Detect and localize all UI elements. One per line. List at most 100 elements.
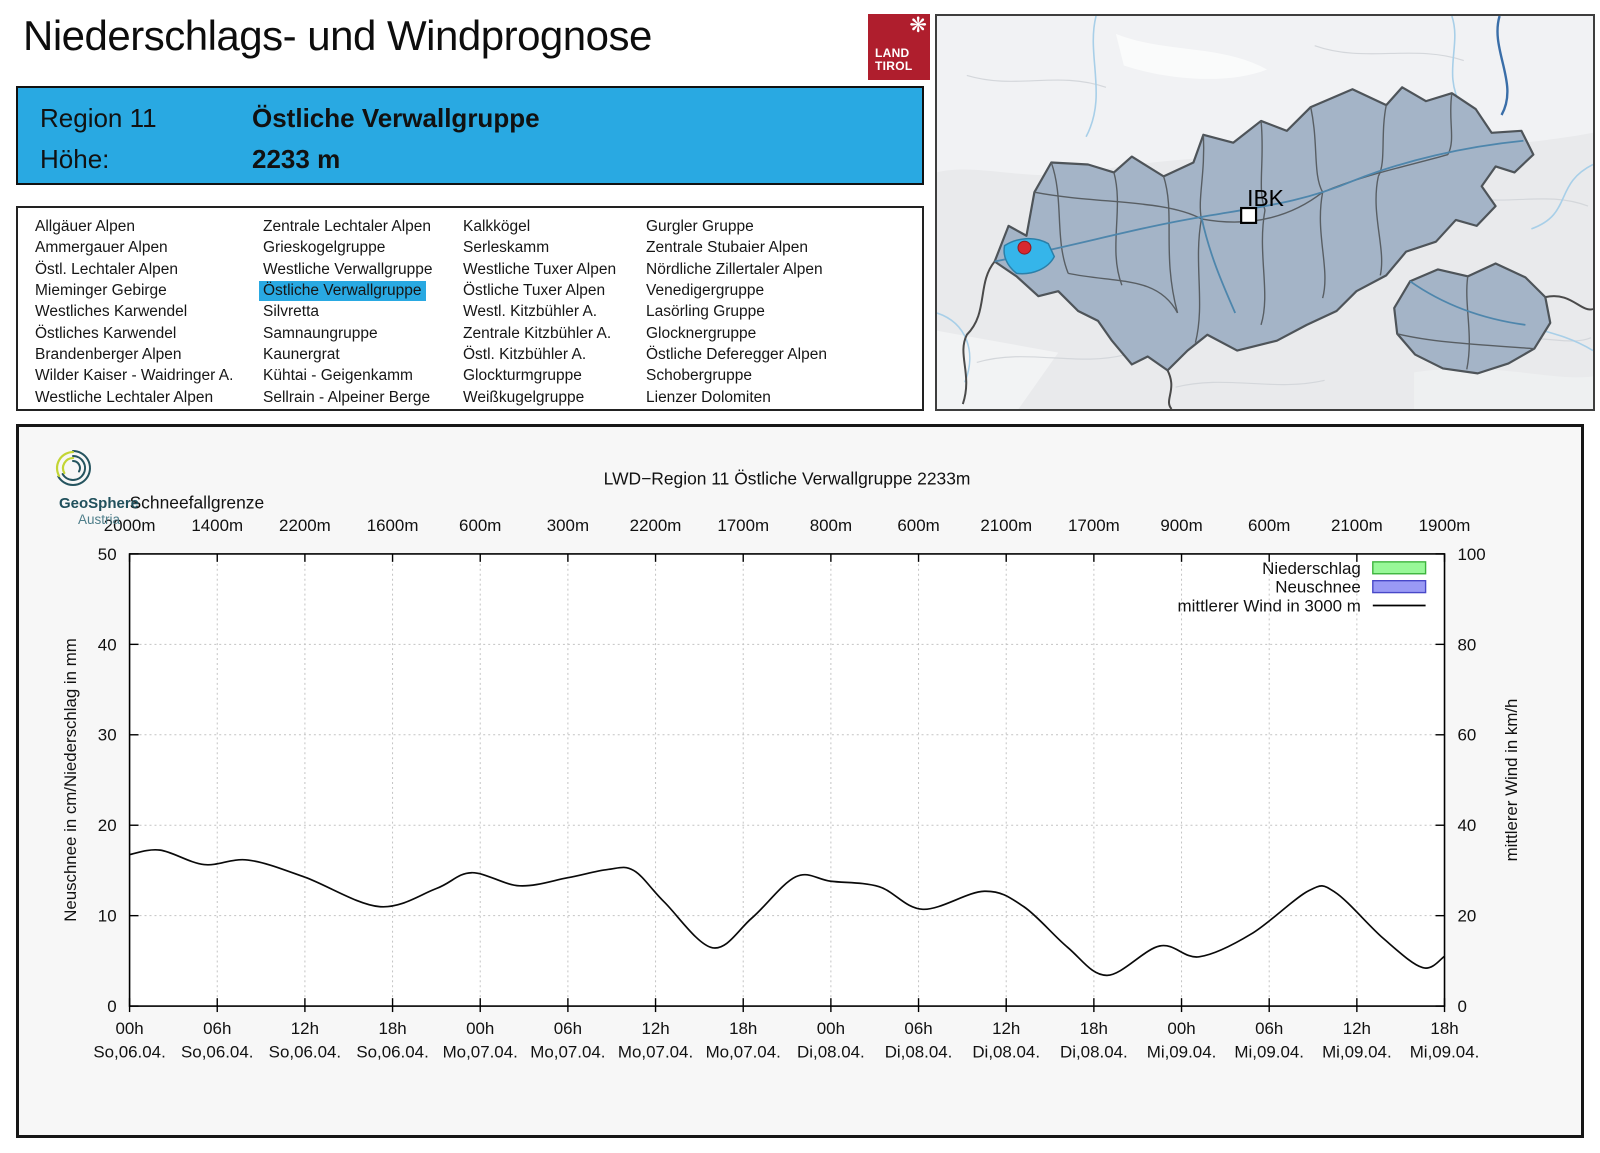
region-list-item[interactable]: Lasörling Gruppe <box>646 302 827 323</box>
region-list-item[interactable]: Brandenberger Alpen <box>35 345 263 366</box>
region-list-item[interactable]: Nördliche Zillertaler Alpen <box>646 260 827 281</box>
geosphere-logo: GeoSphere Austria <box>46 441 152 527</box>
x-tick-hour: 12h <box>291 1019 319 1038</box>
x-tick-hour: 06h <box>203 1019 231 1038</box>
map-national-border <box>961 260 1593 409</box>
region-item-label: Samnaungruppe <box>263 324 378 342</box>
region-list-item[interactable]: Westliche Tuxer Alpen <box>463 260 646 281</box>
region-item-label: Glocknergruppe <box>646 324 757 342</box>
region-list-item[interactable]: Samnaungruppe <box>263 324 463 345</box>
region-item-label: Nördliche Zillertaler Alpen <box>646 260 823 278</box>
region-header-row1: Region 11 Östliche Verwallgruppe <box>40 98 922 139</box>
x-tick-hour: 00h <box>466 1019 494 1038</box>
x-tick-date: Di,08.04. <box>885 1043 953 1062</box>
region-list-column: Allgäuer Alpen Ammergauer Alpen Östl. Lech… <box>35 217 263 409</box>
region-list-item[interactable]: Grieskogelgruppe <box>263 238 463 259</box>
region-list-item[interactable]: Zentrale Lechtaler Alpen <box>263 217 463 238</box>
region-list-item[interactable]: Westliches Karwendel <box>35 302 263 323</box>
region-list-item[interactable]: Wilder Kaiser - Waidringer A. <box>35 366 263 387</box>
x-tick-hour: 06h <box>554 1019 582 1038</box>
map-river-inn-north <box>1496 16 1509 116</box>
region-list-item[interactable]: Glocknergruppe <box>646 324 827 345</box>
region-list-item[interactable]: Östliche Deferegger Alpen <box>646 345 827 366</box>
region-item-label: Westliche Verwallgruppe <box>263 260 433 278</box>
legend-swatch <box>1372 580 1427 594</box>
x-tick-date: Mo,07.04. <box>530 1043 605 1062</box>
region-list-item[interactable]: Venedigergruppe <box>646 281 827 302</box>
snowline-label: 600m <box>459 516 501 535</box>
y-tick-left: 0 <box>107 997 116 1016</box>
x-tick-hour: 12h <box>992 1019 1020 1038</box>
legend-label: Niederschlag <box>1262 559 1361 578</box>
tirol-overview-map[interactable]: IBK <box>935 14 1595 411</box>
snowline-label: 2100m <box>1331 516 1383 535</box>
region-item-label: Lienzer Dolomiten <box>646 388 771 406</box>
region-list-column: Gurgler Gruppe Zentrale Stubaier Alpen Nör… <box>646 217 827 409</box>
region-list-item[interactable]: Ammergauer Alpen <box>35 238 263 259</box>
region-list-item[interactable]: Westliche Verwallgruppe <box>263 260 463 281</box>
snowline-label: 1900m <box>1419 516 1471 535</box>
y-tick-left: 20 <box>98 816 117 835</box>
region-list-item[interactable]: Silvretta <box>263 302 463 323</box>
snowline-label: 2000m <box>104 516 156 535</box>
tirol-logo-line1: LAND <box>875 46 910 60</box>
x-tick-hour: 00h <box>115 1019 143 1038</box>
map-terrain-patch <box>1414 368 1593 409</box>
y-tick-right: 100 <box>1457 545 1485 564</box>
region-list-item[interactable]: Weißkugelgruppe <box>463 388 646 409</box>
region-item-label: Sellrain - Alpeiner Berge <box>263 388 431 406</box>
region-item-label: Kalkkögel <box>463 218 531 235</box>
region-list-item[interactable]: Lienzer Dolomiten <box>646 388 827 409</box>
region-item-label: Serleskamm <box>463 239 550 257</box>
region-list-item[interactable]: Östl. Lechtaler Alpen <box>35 260 263 281</box>
selected-region-marker <box>1017 240 1032 255</box>
x-tick-hour: 06h <box>1255 1019 1283 1038</box>
x-tick-hour: 18h <box>1430 1019 1458 1038</box>
region-item-label: Brandenberger Alpen <box>35 345 182 363</box>
region-list-item[interactable]: Mieminger Gebirge <box>35 281 263 302</box>
tirol-logo-line2: TIROL <box>875 59 913 73</box>
geosphere-swirl-icon <box>55 450 91 486</box>
region-list-item[interactable]: Allgäuer Alpen <box>35 217 263 238</box>
region-item-label: Zentrale Kitzbühler A. <box>463 324 612 342</box>
region-list-item[interactable]: Zentrale Stubaier Alpen <box>646 238 827 259</box>
region-item-label: Weißkugelgruppe <box>463 388 585 406</box>
region-list-item[interactable]: Östliche Tuxer Alpen <box>463 281 646 302</box>
region-list-item[interactable]: Sellrain - Alpeiner Berge <box>263 388 463 409</box>
region-list-item[interactable]: Westliche Lechtaler Alpen <box>35 388 263 409</box>
x-tick-date: Di,08.04. <box>797 1043 865 1062</box>
region-list-item[interactable]: Östl. Kitzbühler A. <box>463 345 646 366</box>
map-region-tirol[interactable] <box>993 86 1535 372</box>
region-list-item[interactable]: Glockturmgruppe <box>463 366 646 387</box>
region-list-item[interactable]: Kaunergrat <box>263 345 463 366</box>
map-subregion-borders <box>1034 93 1535 370</box>
region-list-item[interactable]: Kalkkögel <box>463 217 646 238</box>
map-river-inn <box>994 139 1526 326</box>
wind-series-line <box>129 848 1446 977</box>
region-item-label: Westliches Karwendel <box>35 303 188 321</box>
map-region-east-tirol[interactable] <box>1393 262 1552 375</box>
y-tick-right: 20 <box>1457 907 1476 926</box>
chart-title: LWD−Region 11 Östliche Verwallgruppe 223… <box>604 469 971 489</box>
forecast-chart: LWD−Region 11 Östliche Verwallgruppe 223… <box>61 469 1522 1062</box>
geosphere-sub: Austria <box>77 512 121 527</box>
region-name-value: Östliche Verwallgruppe <box>252 103 540 133</box>
region-list-item[interactable]: Schobergruppe <box>646 366 827 387</box>
region-header-row2: Höhe: 2233 m <box>40 139 922 180</box>
region-list-item[interactable]: Östliche Verwallgruppe <box>259 280 463 302</box>
region-list-item[interactable]: Kühtai - Geigenkamm <box>263 366 463 387</box>
region-item-label: Zentrale Lechtaler Alpen <box>263 218 432 235</box>
region-list-item[interactable]: Zentrale Kitzbühler A. <box>463 324 646 345</box>
region-list-item[interactable]: Gurgler Gruppe <box>646 217 827 238</box>
region-list-item[interactable]: Östliches Karwendel <box>35 324 263 345</box>
region-list-item[interactable]: Serleskamm <box>463 238 646 259</box>
selected-region-shape[interactable] <box>1003 237 1056 275</box>
region-list-item[interactable]: Westl. Kitzbühler A. <box>463 302 646 323</box>
region-item-label: Lasörling Gruppe <box>646 303 765 321</box>
region-item-label: Östliche Verwallgruppe <box>259 280 426 301</box>
x-tick-date: Di,08.04. <box>1060 1043 1128 1062</box>
x-tick-hour: 00h <box>817 1019 845 1038</box>
region-item-label: Kaunergrat <box>263 345 340 363</box>
y-tick-right: 80 <box>1457 635 1476 654</box>
